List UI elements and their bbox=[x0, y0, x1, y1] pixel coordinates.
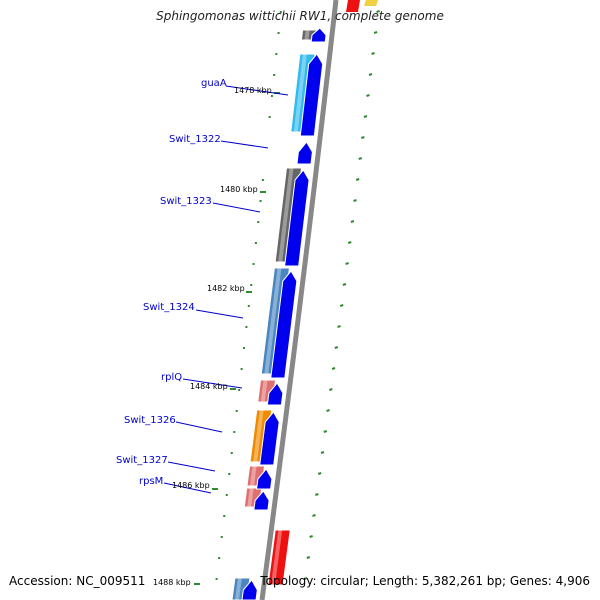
cds-arrow bbox=[310, 27, 327, 43]
leader-line bbox=[163, 482, 212, 494]
outer-tick bbox=[366, 94, 370, 97]
leader-line bbox=[220, 140, 269, 149]
outer-tick bbox=[345, 262, 349, 265]
position-label-1484-kbp: 1484 kbp bbox=[190, 382, 228, 391]
gene-label-swit-1322[interactable]: Swit_1322 bbox=[169, 134, 221, 145]
feature-bar-highlight bbox=[247, 488, 254, 507]
outer-tick bbox=[358, 157, 363, 160]
feature-bar-highlight bbox=[260, 380, 268, 402]
outer-tick bbox=[371, 52, 375, 55]
gene-label-swit-1326[interactable]: Swit_1326 bbox=[124, 415, 176, 426]
outer-tick bbox=[373, 31, 378, 34]
feature-bar-highlight bbox=[293, 54, 307, 132]
genome-backbone bbox=[259, 0, 339, 600]
cds-arrow bbox=[266, 382, 284, 406]
leader-line bbox=[225, 85, 289, 96]
leader-line bbox=[175, 421, 223, 433]
outer-tick bbox=[361, 136, 365, 139]
outer-tick bbox=[303, 577, 308, 580]
gene-label-rplQ[interactable]: rplQ bbox=[161, 372, 183, 383]
outer-tick bbox=[350, 220, 355, 223]
outer-tick bbox=[347, 241, 352, 244]
gc-skew-ticks bbox=[194, 10, 380, 585]
feature-bar-highlight bbox=[264, 268, 282, 374]
outer-tick bbox=[337, 325, 341, 328]
leader-line bbox=[182, 378, 243, 389]
outer-tick bbox=[317, 472, 322, 475]
outer-tick bbox=[334, 346, 339, 349]
outer-tick bbox=[353, 199, 357, 202]
feature-bar bbox=[364, 0, 378, 6]
leader-line bbox=[167, 461, 216, 472]
leader-line bbox=[212, 202, 261, 213]
gene-label-swit-1327[interactable]: Swit_1327 bbox=[116, 455, 168, 466]
outer-tick bbox=[323, 430, 328, 433]
leader-line bbox=[195, 309, 244, 319]
outer-tick bbox=[342, 283, 347, 286]
cds-arrow bbox=[259, 411, 280, 466]
outer-tick bbox=[312, 514, 316, 517]
position-label-1486-kbp: 1486 kbp bbox=[172, 481, 210, 490]
position-label-1488-kbp: 1488 kbp bbox=[153, 578, 191, 587]
outer-tick bbox=[328, 388, 333, 391]
outer-tick bbox=[363, 115, 368, 118]
outer-tick bbox=[339, 304, 344, 307]
topology-text: Topology: circular; Length: 5,382,261 bp… bbox=[260, 574, 590, 588]
feature-bar-highlight bbox=[253, 410, 264, 462]
gene-label-guaA[interactable]: guaA bbox=[201, 78, 227, 89]
position-label-1478-kbp: 1478 kbp bbox=[234, 86, 272, 95]
outer-tick bbox=[368, 73, 373, 76]
outer-tick bbox=[309, 535, 313, 538]
gene-label-swit-1323[interactable]: Swit_1323 bbox=[160, 196, 212, 207]
feature-bar-highlight bbox=[304, 30, 310, 40]
feature-bar bbox=[346, 0, 360, 12]
feature-bar bbox=[267, 529, 291, 586]
feature-bar-highlight bbox=[270, 530, 283, 585]
label-leader-lines bbox=[163, 85, 289, 494]
cds-arrow bbox=[284, 169, 310, 267]
cds-arrow bbox=[299, 53, 324, 137]
cds-arrow bbox=[241, 579, 258, 600]
outer-tick bbox=[355, 178, 360, 181]
feature-bar-highlight bbox=[278, 168, 294, 262]
outer-tick bbox=[376, 10, 380, 13]
gene-label-rpsM[interactable]: rpsM bbox=[139, 476, 164, 487]
outer-tick bbox=[320, 451, 325, 454]
cds-arrow bbox=[256, 468, 273, 490]
outer-tick bbox=[315, 493, 319, 496]
outer-tick bbox=[331, 367, 336, 370]
cds-arrow bbox=[296, 141, 313, 165]
map-title: Sphingomonas wittichii RW1, complete gen… bbox=[156, 9, 444, 23]
cds-arrow bbox=[270, 270, 298, 379]
position-label-1482-kbp: 1482 kbp bbox=[207, 284, 245, 293]
gene-label-swit-1324[interactable]: Swit_1324 bbox=[143, 302, 195, 313]
cds-arrow bbox=[253, 490, 270, 511]
accession-text: Accession: NC_009511 bbox=[9, 574, 146, 588]
feature-bar-highlight bbox=[249, 466, 257, 486]
outer-tick bbox=[306, 556, 311, 559]
position-label-1480-kbp: 1480 kbp bbox=[220, 185, 258, 194]
feature-bar-highlight bbox=[235, 578, 242, 600]
outer-tick bbox=[326, 409, 330, 412]
cds-arrow-track bbox=[241, 27, 327, 600]
